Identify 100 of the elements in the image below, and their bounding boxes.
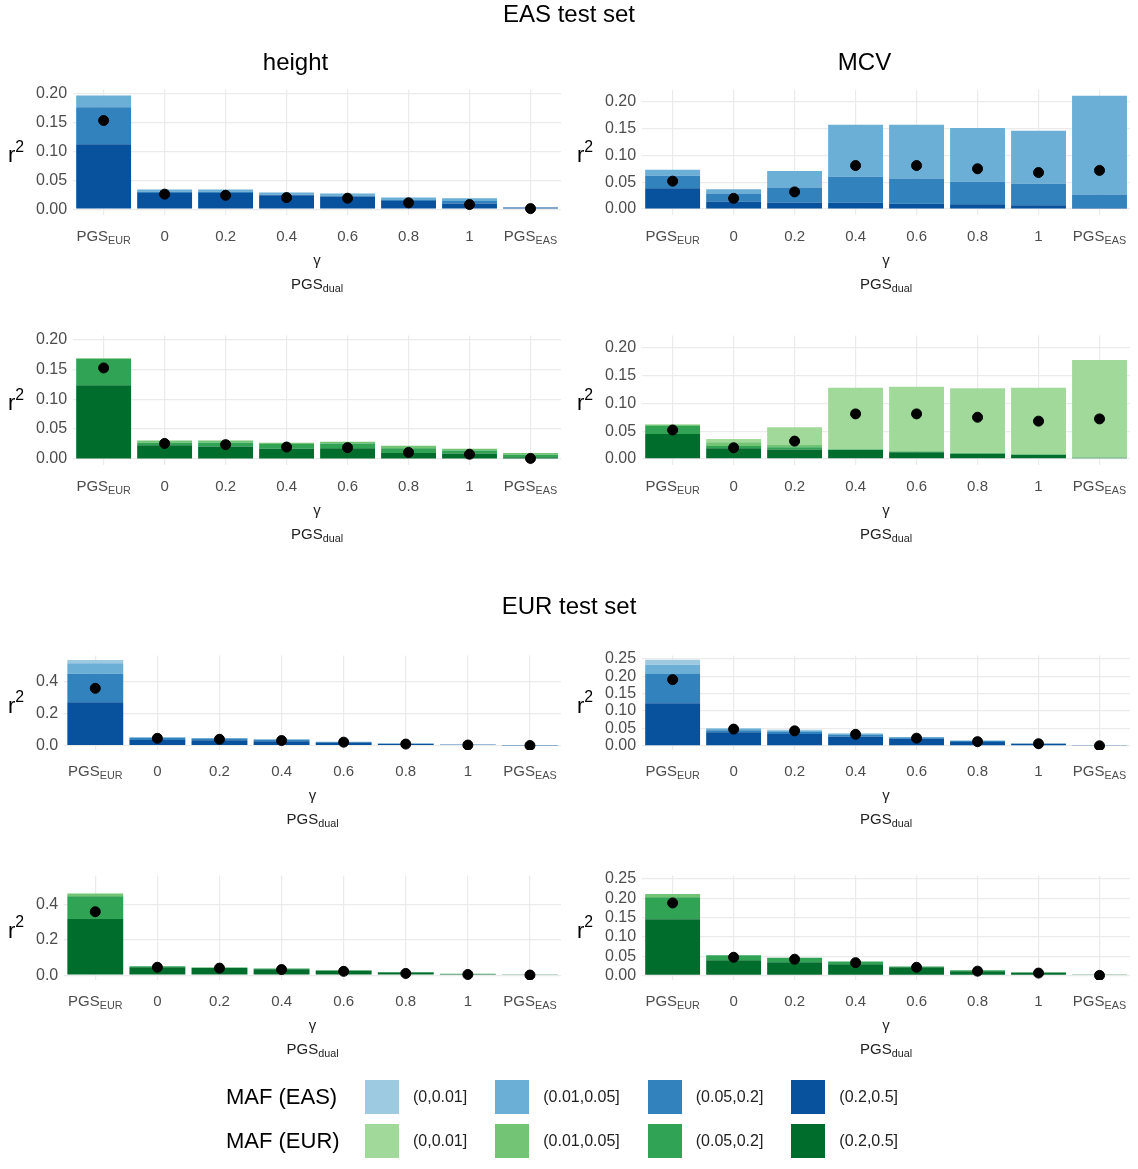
- y-tick-label: 0.10: [36, 141, 68, 159]
- x-tick-label: 0.8: [967, 992, 988, 1010]
- y-tick-label: 0.00: [36, 199, 68, 217]
- y-tick-label: 0.05: [605, 946, 637, 964]
- x-tick-label: 0.6: [333, 992, 355, 1010]
- x-tick-label: 0: [160, 477, 169, 495]
- x-tick-label: 1: [1034, 227, 1043, 245]
- x-tick-label: 0.8: [395, 762, 417, 780]
- legend-label: (0.05,0.2]: [695, 1088, 764, 1106]
- y-tick-label: 0.15: [36, 359, 68, 377]
- x-tick-label: 0.8: [398, 477, 419, 495]
- x-tick-label: 1: [463, 992, 473, 1010]
- x-tick-label: 1: [1034, 477, 1043, 495]
- y-tick-label: 0.15: [36, 112, 68, 130]
- y-tick-label: 0.05: [36, 170, 68, 188]
- chart-title: height: [262, 48, 329, 76]
- y-tick-label: 0.4: [35, 894, 59, 912]
- y-tick-label: 0.25: [605, 649, 637, 667]
- legend-label: (0,0.01]: [412, 1088, 468, 1106]
- x-tick-label: 0.4: [276, 477, 298, 495]
- y-tick-label: 0.15: [605, 118, 637, 136]
- y-tick-label: 0.05: [605, 172, 637, 190]
- x-tick-label: 1: [465, 227, 474, 245]
- y-tick-label: 0.00: [605, 965, 637, 983]
- y-tick-label: 0.20: [605, 338, 637, 356]
- x-tick-label: 0.4: [845, 477, 867, 495]
- x-tick-label: 0.6: [906, 762, 927, 780]
- x-tick-label: 1: [463, 762, 473, 780]
- legend-label: (0.01,0.05]: [543, 1088, 620, 1106]
- x-tick-label: 0.8: [967, 227, 988, 245]
- text: EAS test set: [501, 0, 637, 28]
- y-tick-label: 0.00: [605, 736, 637, 754]
- x-tick-label: 0.6: [906, 227, 927, 245]
- x-tick-label: 0.8: [967, 477, 988, 495]
- x-tick-label: 0.2: [784, 992, 806, 1010]
- x-tick-label: 0: [729, 477, 738, 495]
- x-tick-label: 0.4: [276, 227, 298, 245]
- y-tick-label: 0.0: [35, 736, 59, 754]
- y-tick-label: 0.10: [36, 389, 68, 407]
- x-tick-label: 0.2: [784, 477, 806, 495]
- x-tick-label: 0.8: [967, 762, 988, 780]
- x-tick-label: 0: [729, 762, 738, 780]
- legend-label: (0,0.01]: [412, 1132, 468, 1150]
- x-tick-label: 0.2: [209, 992, 230, 1010]
- x-tick-label: 1: [1034, 762, 1043, 780]
- y-tick-label: 0.05: [605, 718, 637, 736]
- x-tick-label: 0.2: [784, 762, 806, 780]
- x-tick-label: 0.6: [906, 992, 927, 1010]
- x-tick-label: 0: [153, 762, 162, 780]
- y-tick-label: 0.25: [605, 869, 637, 887]
- x-tick-label: 0.4: [845, 227, 867, 245]
- legend-title: MAF (EUR): [225, 1128, 341, 1154]
- x-tick-label: 0: [160, 227, 169, 245]
- x-tick-label: 0: [729, 992, 738, 1010]
- x-tick-label: 0: [729, 227, 738, 245]
- y-tick-label: 0.0: [35, 965, 59, 983]
- y-tick-label: 0.00: [36, 449, 68, 467]
- x-tick-label: 1: [465, 477, 474, 495]
- x-tick-label: 0.2: [215, 477, 237, 495]
- x-tick-label: 0.2: [209, 762, 230, 780]
- y-tick-label: 0.4: [35, 671, 59, 689]
- x-tick-label: 0: [153, 992, 162, 1010]
- legend-label: (0.05,0.2]: [695, 1132, 764, 1150]
- y-tick-label: 0.20: [605, 888, 637, 906]
- legend-label: (0.01,0.05]: [543, 1132, 620, 1150]
- x-tick-label: 0.4: [845, 762, 867, 780]
- x-tick-label: 0.4: [845, 992, 867, 1010]
- legend-label: (0.2,0.5]: [839, 1132, 899, 1150]
- y-tick-label: 0.05: [36, 419, 68, 437]
- y-tick-label: 0.00: [605, 199, 637, 217]
- x-tick-label: 0.8: [398, 227, 419, 245]
- y-tick-label: 0.2: [35, 930, 59, 948]
- y-tick-label: 0.20: [605, 92, 637, 110]
- x-tick-label: 0.4: [271, 762, 293, 780]
- x-tick-label: 0.2: [215, 227, 237, 245]
- x-tick-label: 0.6: [333, 762, 355, 780]
- y-tick-label: 0.20: [605, 666, 637, 684]
- y-tick-label: 0.05: [605, 421, 637, 439]
- y-tick-label: 0.15: [605, 365, 637, 383]
- y-tick-label: 0.2: [35, 704, 59, 722]
- y-tick-label: 0.10: [605, 927, 637, 945]
- x-tick-label: 0.6: [337, 477, 358, 495]
- y-tick-label: 0.15: [605, 908, 637, 925]
- x-tick-label: 0.6: [906, 477, 927, 495]
- legend-title: MAF (EAS): [225, 1084, 339, 1110]
- y-tick-label: 0.20: [36, 83, 68, 101]
- y-tick-label: 0.00: [605, 449, 637, 467]
- legend-label: (0.2,0.5]: [839, 1088, 899, 1106]
- x-tick-label: 0.4: [271, 992, 293, 1010]
- y-tick-label: 0.10: [605, 145, 637, 163]
- x-tick-label: 0.2: [784, 227, 806, 245]
- x-tick-label: 1: [1034, 992, 1043, 1010]
- chart-title: MCV: [837, 48, 892, 76]
- x-tick-label: 0.8: [395, 992, 417, 1010]
- y-tick-label: 0.15: [605, 683, 637, 701]
- x-tick-label: 0.6: [337, 227, 358, 245]
- y-tick-label: 0.20: [36, 329, 68, 347]
- text: EUR test set: [500, 592, 638, 620]
- y-tick-label: 0.10: [605, 393, 637, 411]
- y-tick-label: 0.10: [605, 701, 637, 719]
